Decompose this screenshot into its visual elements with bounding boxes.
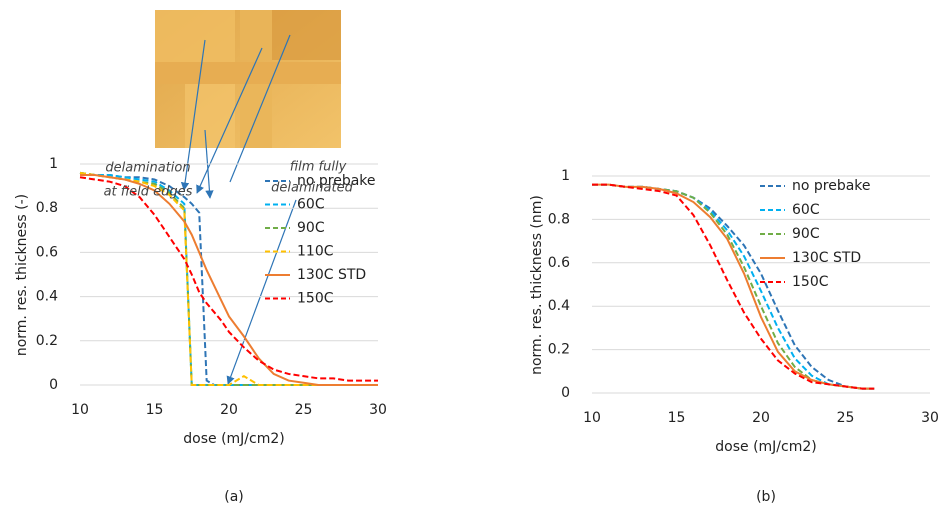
y-tick-label: 0.6 bbox=[548, 255, 570, 271]
series-line bbox=[79, 176, 378, 382]
series-line bbox=[592, 183, 875, 390]
y-axis-title: norm. res. thickness (-) bbox=[14, 194, 30, 356]
legend-label: no prebake bbox=[792, 178, 871, 194]
legend-label: 110C bbox=[297, 244, 334, 260]
y-tick-label: 0.2 bbox=[548, 342, 570, 358]
series-line bbox=[592, 183, 875, 390]
x-tick-label: 15 bbox=[668, 410, 686, 426]
y-tick-label: 0 bbox=[49, 377, 58, 393]
legend-label: 60C bbox=[297, 197, 325, 213]
legend-label: 150C bbox=[792, 274, 829, 290]
x-axis-title: dose (mJ/cm2) bbox=[715, 439, 816, 455]
x-tick-label: 10 bbox=[71, 402, 89, 418]
legend-label: no prebake bbox=[297, 173, 376, 189]
panel-label: (a) bbox=[224, 489, 244, 505]
series-line bbox=[592, 183, 875, 390]
y-tick-label: 0.8 bbox=[36, 200, 58, 216]
annotation: delaminated bbox=[271, 181, 353, 196]
x-tick-label: 30 bbox=[921, 410, 939, 426]
y-tick-label: 0.4 bbox=[36, 289, 58, 305]
x-tick-label: 20 bbox=[220, 402, 238, 418]
y-tick-label: 1 bbox=[49, 156, 58, 172]
y-tick-label: 0.2 bbox=[36, 333, 58, 349]
legend-label: 130C STD bbox=[792, 250, 861, 266]
x-tick-label: 25 bbox=[295, 402, 313, 418]
y-axis-title: norm. res. thickness (nm) bbox=[529, 195, 545, 375]
x-tick-label: 20 bbox=[752, 410, 770, 426]
annotation: at field edges bbox=[104, 185, 193, 200]
x-tick-label: 30 bbox=[369, 402, 387, 418]
series-line bbox=[80, 174, 378, 386]
x-tick-label: 15 bbox=[146, 402, 164, 418]
x-tick-label: 10 bbox=[583, 410, 601, 426]
y-tick-label: 0.6 bbox=[36, 244, 58, 260]
y-tick-label: 1 bbox=[561, 168, 570, 184]
x-axis-title: dose (mJ/cm2) bbox=[183, 431, 284, 447]
annotation-arrows bbox=[180, 34, 297, 385]
panel-label: (b) bbox=[756, 489, 776, 505]
y-tick-label: 0 bbox=[561, 385, 570, 401]
legend-label: 150C bbox=[297, 291, 334, 307]
x-tick-label: 25 bbox=[837, 410, 855, 426]
series-line bbox=[592, 183, 875, 390]
series-line bbox=[592, 183, 875, 390]
legend-label: 60C bbox=[792, 202, 820, 218]
y-tick-label: 0.4 bbox=[548, 298, 570, 314]
legend-label: 90C bbox=[792, 226, 820, 242]
legend-label: 130C STD bbox=[297, 267, 366, 283]
annotation: film fully bbox=[290, 160, 347, 175]
legend-label: 90C bbox=[297, 220, 325, 236]
y-tick-label: 0.8 bbox=[548, 211, 570, 227]
annotation: delamination bbox=[105, 161, 190, 176]
